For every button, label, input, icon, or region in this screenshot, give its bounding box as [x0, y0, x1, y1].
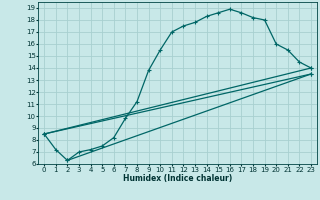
X-axis label: Humidex (Indice chaleur): Humidex (Indice chaleur) — [123, 174, 232, 183]
